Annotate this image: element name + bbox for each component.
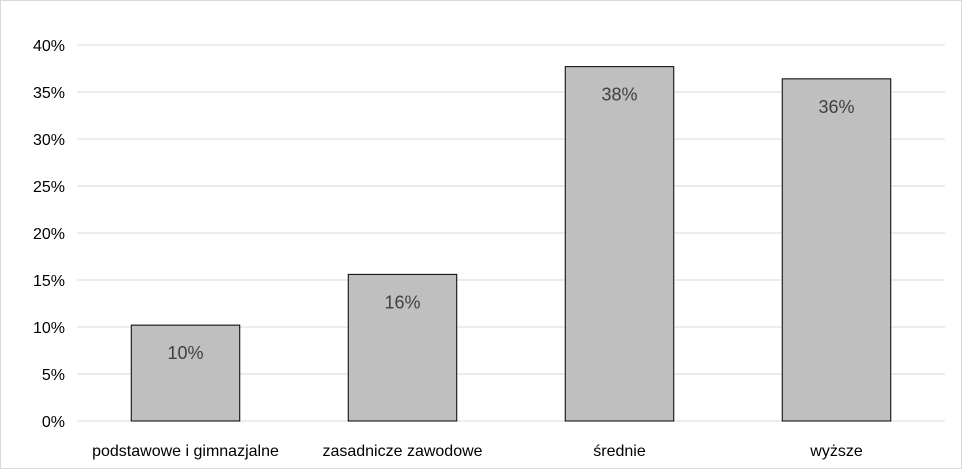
y-tick-label: 0% [42, 414, 65, 431]
data-label: 38% [601, 85, 637, 105]
bar [564, 66, 675, 422]
y-tick-label: 20% [33, 226, 65, 243]
data-label: 10% [167, 343, 203, 363]
y-tick-label: 40% [33, 38, 65, 55]
data-label: 16% [384, 292, 420, 312]
bar [130, 324, 241, 422]
bar [347, 273, 458, 422]
y-tick-label: 15% [33, 273, 65, 290]
x-tick-label: wyższe [809, 443, 863, 460]
y-tick-label: 5% [42, 367, 65, 384]
data-labels: 10% 16% 38% 36% [167, 85, 854, 363]
y-axis-tick-labels: 0% 5% 10% 15% 20% 25% 30% 35% 40% [33, 38, 65, 431]
data-label: 36% [818, 97, 854, 117]
x-tick-label: zasadnicze zawodowe [322, 443, 482, 460]
x-axis-tick-labels: podstawowe i gimnazjalne zasadnicze zawod… [92, 443, 863, 460]
x-tick-label: średnie [593, 443, 646, 460]
y-tick-label: 30% [33, 132, 65, 149]
bar [781, 78, 892, 422]
x-tick-label: podstawowe i gimnazjalne [92, 443, 279, 460]
y-tick-label: 10% [33, 320, 65, 337]
y-tick-label: 35% [33, 85, 65, 102]
y-tick-label: 25% [33, 179, 65, 196]
bars [130, 66, 892, 422]
